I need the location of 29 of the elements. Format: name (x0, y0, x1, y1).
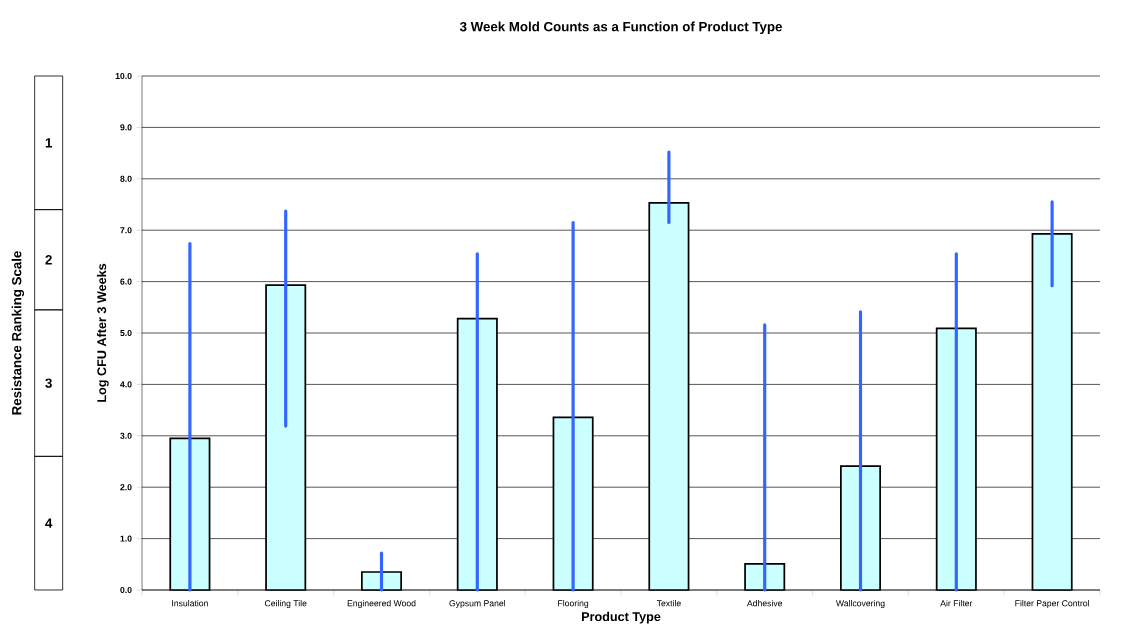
text: Resistance Ranking Scale (11, 251, 25, 415)
chart-title: 3 Week Mold Counts as a Function of Product Type (459, 21, 782, 34)
y-tick-label: 9.0 (120, 124, 132, 131)
y-tick-label: 7.0 (120, 227, 132, 234)
text: 4 (45, 518, 53, 528)
y-tick-label: 8.0 (120, 175, 132, 182)
x-tick-label: Filter Paper Control (1015, 600, 1089, 609)
y-tick-label: 0.0 (120, 586, 132, 594)
y-tick-label: 2.0 (120, 484, 132, 491)
y-tick-label: 6.0 (120, 278, 132, 285)
text: 1 (45, 138, 52, 148)
y-axis-title: Log CFU After 3 Weeks (96, 263, 109, 402)
y-tick-label: 3.0 (120, 432, 132, 439)
x-axis-title: Product Type (582, 611, 661, 624)
text: 3 (45, 378, 52, 388)
x-tick-label: Flooring (558, 600, 589, 609)
x-tick-label: Engineered Wood (347, 600, 416, 609)
x-tick-label: Gypsum Panel (449, 600, 506, 609)
y-tick-label: 4.0 (120, 381, 132, 388)
x-tick-label: Wallcovering (836, 600, 885, 609)
x-tick-label: Ceiling Tile (264, 600, 307, 609)
text: 2 (45, 255, 52, 265)
y-tick-label: 5.0 (120, 329, 132, 337)
x-tick-label: Insulation (172, 600, 208, 607)
x-tick-label: Textile (656, 600, 681, 607)
x-tick-label: Adhesive (746, 600, 783, 607)
y-tick-label: 1.0 (120, 535, 132, 542)
y-tick-label: 10.0 (115, 72, 132, 80)
x-tick-label: Air Filter (940, 600, 973, 607)
